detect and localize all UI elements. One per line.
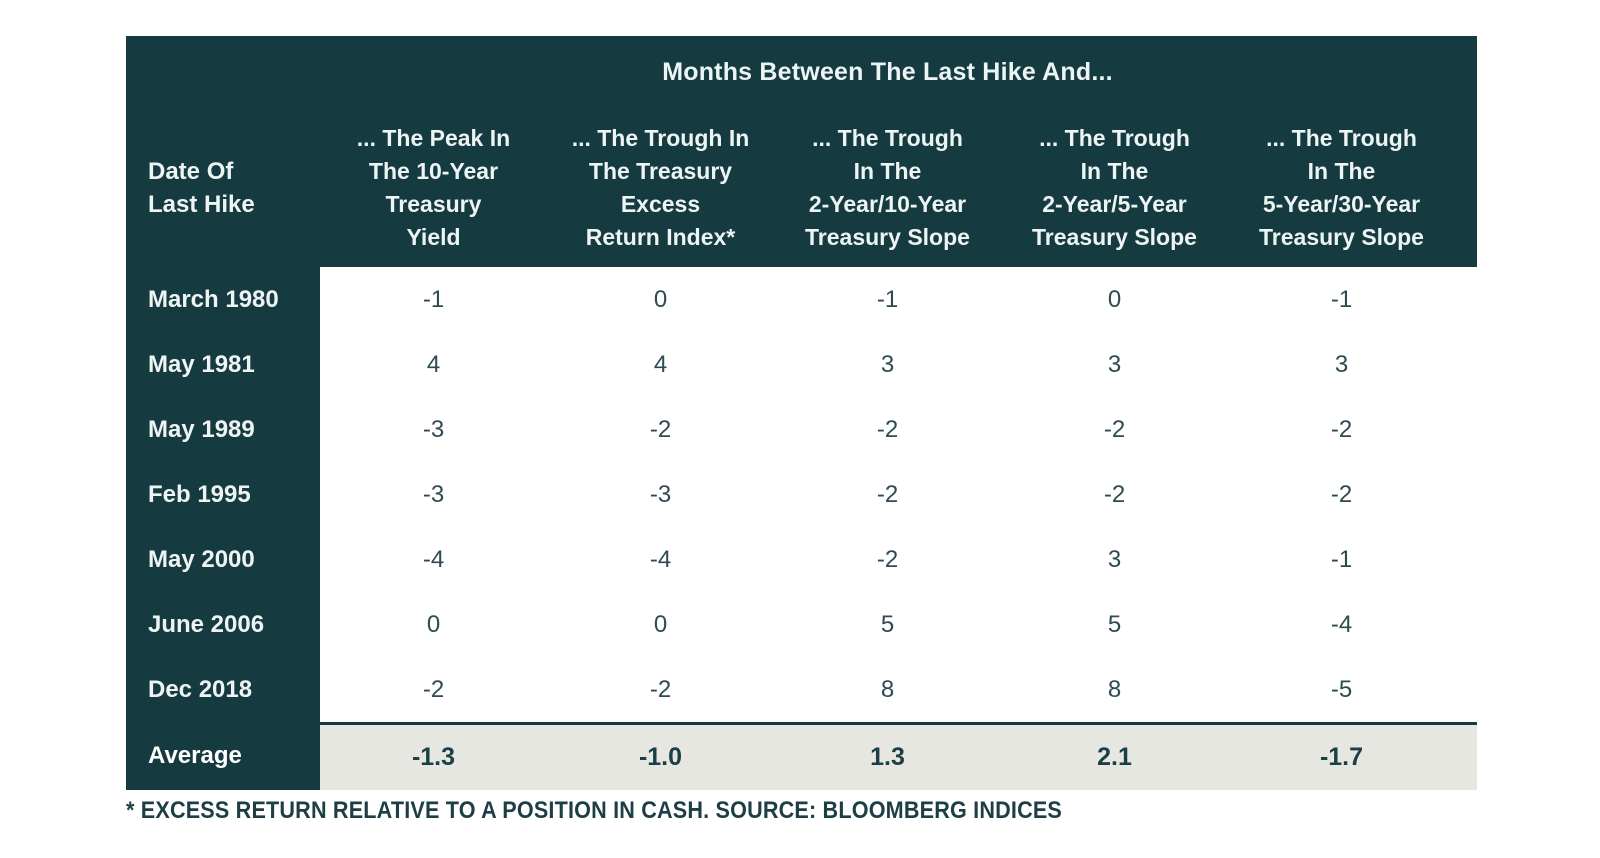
value-cell: 3: [1107, 350, 1122, 378]
value-cell: 0: [653, 610, 668, 638]
value-cell: -2: [422, 675, 445, 703]
row-filler: [1455, 397, 1477, 462]
table-row-dec-2018: Dec 2018 -2 -2 8 8 -5: [126, 657, 1477, 722]
value-cell: 8: [1107, 675, 1122, 703]
value-cell: 3: [1107, 545, 1122, 573]
value-cell: 0: [1107, 285, 1122, 313]
table-title: Months Between The Last Hike And...: [662, 57, 1113, 86]
value-cell: -2: [1103, 415, 1126, 443]
column-header-2y5y-slope-trough: ... The Trough In The 2-Year/5-Year Trea…: [1032, 124, 1197, 250]
table-title-row: Months Between The Last Hike And...: [126, 36, 1477, 108]
treasury-hike-table: Months Between The Last Hike And... Date…: [126, 36, 1477, 790]
date-cell: May 2000: [126, 527, 320, 592]
value-cell: -4: [1330, 610, 1353, 638]
value-cell: -5: [1330, 675, 1353, 703]
value-cell: -3: [422, 415, 445, 443]
value-cell: -4: [422, 545, 445, 573]
value-cell: -2: [649, 415, 672, 443]
date-cell: March 1980: [126, 267, 320, 332]
column-header-10yr-yield-peak: ... The Peak In The 10-Year Treasury Yie…: [356, 124, 511, 250]
value-cell: -1: [876, 285, 899, 313]
date-cell: June 2006: [126, 592, 320, 657]
average-value-cell: -1.3: [320, 722, 547, 790]
value-cell: 0: [653, 285, 668, 313]
table-row-average: Average -1.3 -1.0 1.3 2.1 -1.7: [126, 722, 1477, 790]
footnote-source-text: * EXCESS RETURN RELATIVE TO A POSITION I…: [126, 797, 1063, 824]
value-cell: -1: [422, 285, 445, 313]
value-cell: -3: [422, 480, 445, 508]
value-cell: -2: [876, 480, 899, 508]
row-filler: [1455, 722, 1477, 790]
value-cell: 0: [426, 610, 441, 638]
row-filler: [1455, 332, 1477, 397]
row-filler: [1455, 657, 1477, 722]
value-cell: 5: [1107, 610, 1122, 638]
average-value-cell: 2.1: [1001, 722, 1228, 790]
column-header-2y10y-slope-trough: ... The Trough In The 2-Year/10-Year Tre…: [805, 124, 970, 250]
date-cell: Feb 1995: [126, 462, 320, 527]
average-value-cell: -1.0: [547, 722, 774, 790]
value-cell: -4: [649, 545, 672, 573]
table-row-march-1980: March 1980 -1 0 -1 0 -1: [126, 267, 1477, 332]
value-cell: 4: [426, 350, 441, 378]
table-row-may-2000: May 2000 -4 -4 -2 3 -1: [126, 527, 1477, 592]
table-row-may-1981: May 1981 4 4 3 3 3: [126, 332, 1477, 397]
table-row-may-1989: May 1989 -3 -2 -2 -2 -2: [126, 397, 1477, 462]
value-cell: 3: [1334, 350, 1349, 378]
value-cell: -2: [876, 545, 899, 573]
date-cell: May 1981: [126, 332, 320, 397]
value-cell: 8: [880, 675, 895, 703]
row-filler: [1455, 267, 1477, 332]
value-cell: -3: [649, 480, 672, 508]
column-header-excess-return-trough: ... The Trough In The Treasury Excess Re…: [571, 124, 750, 250]
value-cell: -2: [649, 675, 672, 703]
date-cell: May 1989: [126, 397, 320, 462]
value-cell: -2: [1330, 480, 1353, 508]
table-header-band: Months Between The Last Hike And... Date…: [126, 36, 1477, 267]
row-filler: [1455, 527, 1477, 592]
table-row-feb-1995: Feb 1995 -3 -3 -2 -2 -2: [126, 462, 1477, 527]
column-header-row: Date Of Last Hike ... The Peak In The 10…: [126, 108, 1477, 267]
average-value-cell: -1.7: [1228, 722, 1455, 790]
column-header-5y30y-slope-trough: ... The Trough In The 5-Year/30-Year Tre…: [1259, 124, 1424, 250]
row-filler: [1455, 462, 1477, 527]
value-cell: -1: [1330, 545, 1353, 573]
row-filler: [1455, 592, 1477, 657]
average-value-cell: 1.3: [774, 722, 1001, 790]
column-header-date-of-last-hike: Date Of Last Hike: [148, 157, 255, 218]
value-cell: -1: [1330, 285, 1353, 313]
header-corner-spacer: [126, 36, 320, 108]
value-cell: 4: [653, 350, 668, 378]
table-row-june-2006: June 2006 0 0 5 5 -4: [126, 592, 1477, 657]
value-cell: -2: [876, 415, 899, 443]
date-cell: Dec 2018: [126, 657, 320, 722]
value-cell: 3: [880, 350, 895, 378]
average-label: Average: [126, 722, 320, 790]
value-cell: 5: [880, 610, 895, 638]
value-cell: -2: [1330, 415, 1353, 443]
value-cell: -2: [1103, 480, 1126, 508]
